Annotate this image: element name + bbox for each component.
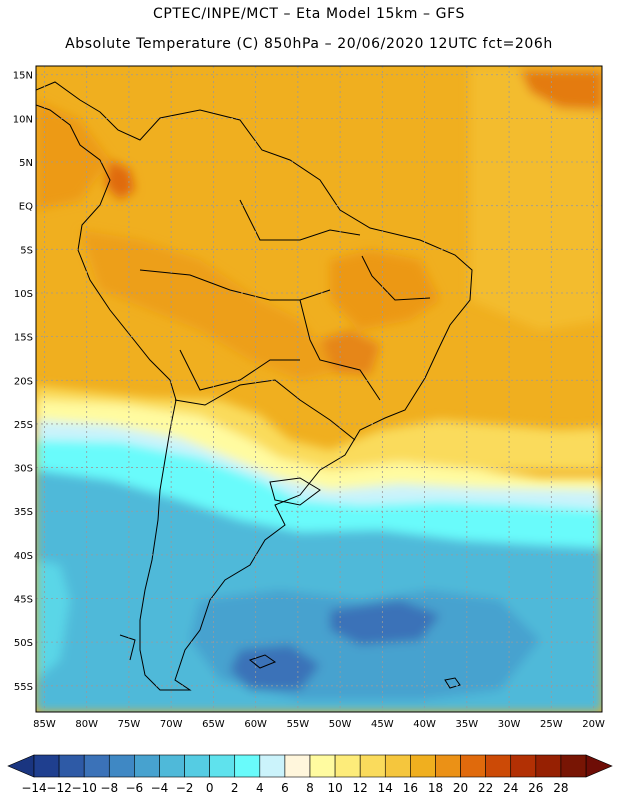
latitude-tick-label: 25S: [14, 420, 33, 431]
colorbar-swatch: [108, 754, 135, 778]
colorbar-swatch: [259, 754, 286, 778]
colorbar-tick-label: −10: [72, 781, 97, 795]
longitude-tick-label: 65W: [202, 719, 225, 730]
colorbar-tick-label: 16: [403, 781, 418, 795]
longitude-tick-label: 35W: [456, 719, 479, 730]
colorbar-swatch: [83, 754, 110, 778]
colorbar-swatch: [410, 754, 436, 778]
south-america-coastline: [36, 81, 473, 691]
colorbar-tick-label: 18: [428, 781, 443, 795]
longitude-tick-label: 25W: [540, 719, 563, 730]
longitude-tick-label: 20W: [582, 719, 605, 730]
latitude-tick-label: 45S: [14, 595, 33, 606]
longitude-tick-label: 45W: [371, 719, 394, 730]
colorbar-swatch: [159, 754, 185, 778]
longitude-tick-label: 70W: [160, 719, 183, 730]
lagoon-outline: [269, 477, 321, 506]
colorbar-tick-label: −14: [21, 781, 46, 795]
colorbar-tick-label: 0: [206, 781, 214, 795]
colorbar-tick-label: 6: [281, 781, 289, 795]
latitude-tick-label: 10S: [14, 289, 33, 300]
longitude-tick-label: 60W: [244, 719, 267, 730]
latitude-tick-label: 15S: [14, 333, 33, 344]
country-border-2: [139, 269, 331, 301]
chile-fjords: [119, 634, 136, 661]
colorbar-tick-label: −12: [46, 781, 71, 795]
colorbar-tick-label: 4: [256, 781, 264, 795]
longitude-tick-label: 50W: [329, 719, 352, 730]
latitude-tick-label: 35S: [14, 507, 33, 518]
colorbar-swatch: [510, 754, 537, 778]
latitude-tick-label: 5N: [19, 158, 33, 169]
state-border-1: [361, 255, 431, 301]
latitude-tick-label: 20S: [14, 376, 33, 387]
map-title: CPTEC/INPE/MCT – Eta Model 15km – GFS: [152, 6, 466, 22]
longitude-tick-label: 30W: [498, 719, 521, 730]
country-border-4: [179, 349, 300, 391]
longitude-labels: 85W 80W 75W 70W 65W 60W 55W 50W 45W 40W 35W 30W 25W 2…: [33, 719, 605, 730]
falkland-islands: [248, 654, 277, 669]
colorbar-swatch: [460, 754, 486, 778]
latitude-tick-label: 5S: [20, 245, 33, 256]
longitude-tick-label: 80W: [75, 719, 98, 730]
colorbar-swatch: [134, 754, 160, 778]
colorbar-tick-label: −4: [151, 781, 169, 795]
colorbar-tick-label: −8: [100, 781, 118, 795]
map-subtitle: Absolute Temperature (C) 850hPa – 20/06/…: [65, 36, 553, 52]
longitude-tick-label: 75W: [118, 719, 141, 730]
colorbar-swatch: [284, 754, 311, 778]
temperature-field: [36, 66, 602, 712]
colorbar-swatch: [359, 754, 386, 778]
country-border-1: [174, 379, 356, 441]
gridlines: [36, 66, 602, 712]
latitude-tick-label: 15N: [13, 71, 33, 82]
colorbar-tick-label: 14: [378, 781, 393, 795]
colorbar-swatch: [234, 754, 261, 778]
colorbar-swatch: [334, 754, 361, 778]
colorbar-swatch: [435, 754, 461, 778]
latitude-tick-label: 40S: [14, 551, 33, 562]
colorbar-tick-label: 22: [478, 781, 493, 795]
colorbar-swatch: [485, 754, 512, 778]
latitude-tick-label: 10N: [13, 114, 33, 125]
colorbar-under-arrow: [7, 754, 35, 778]
colorbar-swatch: [384, 754, 411, 778]
latitude-tick-label: 50S: [14, 638, 33, 649]
colorbar-swatch: [560, 754, 587, 778]
longitude-tick-label: 55W: [287, 719, 310, 730]
colorbar-tick-label: 24: [503, 781, 518, 795]
latitude-tick-label: 55S: [14, 682, 33, 693]
colorbar-tick-label: 20: [453, 781, 468, 795]
longitude-tick-label: 85W: [33, 719, 56, 730]
colorbar-tick-label: 28: [553, 781, 568, 795]
colorbar-tick-label: 12: [353, 781, 368, 795]
colorbar-tick-label: 10: [327, 781, 342, 795]
colorbar-swatch: [33, 754, 60, 778]
colorbar-swatch: [209, 754, 236, 778]
colorbar-swatch: [58, 754, 85, 778]
colorbar-swatch: [535, 754, 562, 778]
colorbar: −14 −12 −10 −8 −6 −4 −2 0 2 4 6 8 10 12 14 16 18 20 22 24 26…: [7, 754, 613, 795]
map-frame: [35, 65, 603, 713]
colorbar-tick-label: −2: [176, 781, 194, 795]
colorbar-tick-label: 8: [306, 781, 314, 795]
colorbar-swatch: [184, 754, 210, 778]
colorbar-over-arrow: [585, 754, 613, 778]
colorbar-tick-label: 2: [231, 781, 239, 795]
south-georgia: [444, 677, 461, 689]
latitude-tick-label: EQ: [19, 202, 33, 213]
latitude-labels: 15N 10N 5N EQ 5S 10S 15S 20S 25S 30S 35S 40S 45S 50S 5…: [13, 71, 33, 693]
longitude-tick-label: 40W: [413, 719, 436, 730]
latitude-tick-label: 30S: [14, 464, 33, 475]
colorbar-tick-label: 26: [528, 781, 543, 795]
colorbar-tick-label: −6: [126, 781, 144, 795]
colorbar-swatch: [309, 754, 336, 778]
